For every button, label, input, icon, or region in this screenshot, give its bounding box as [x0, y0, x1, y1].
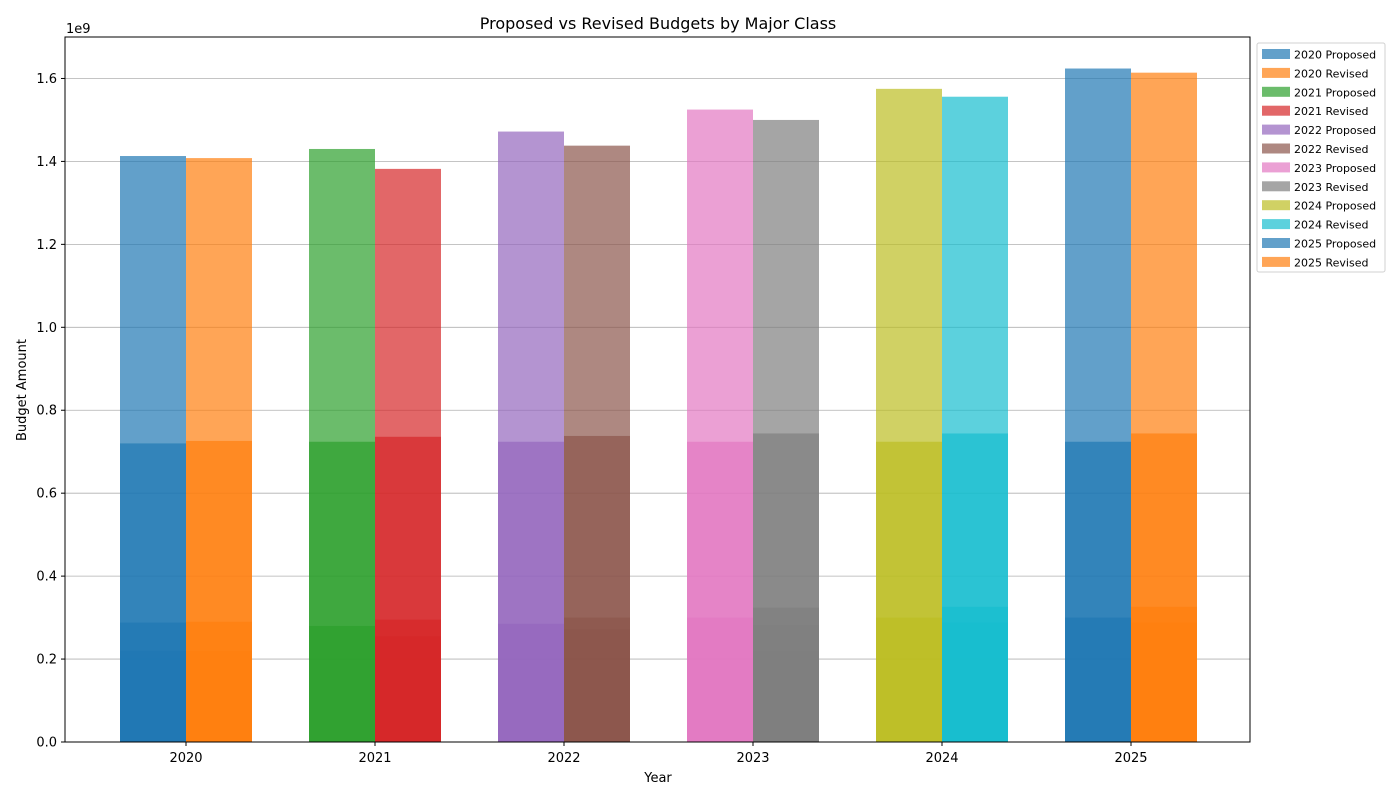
- bar: [753, 119, 819, 743]
- x-axis-label: Year: [643, 771, 672, 786]
- legend-swatch: [1262, 105, 1290, 116]
- legend-label: 2024 Proposed: [1294, 200, 1376, 213]
- legend-label: 2022 Proposed: [1294, 124, 1376, 137]
- bar: [186, 158, 252, 742]
- y-tick-label: 1.6: [36, 72, 57, 87]
- bar: [1131, 72, 1197, 743]
- y-tick-label: 0.4: [36, 570, 57, 585]
- y-tick-label: 0.6: [36, 487, 57, 502]
- legend-label: 2025 Proposed: [1294, 238, 1376, 251]
- legend-label: 2020 Revised: [1294, 67, 1368, 80]
- legend: 2020 Proposed 2020 Revised 2021 Proposed 20…: [1256, 42, 1386, 273]
- legend-label: 2025 Revised: [1294, 256, 1368, 269]
- bar: [1065, 68, 1131, 743]
- legend-label: 2023 Proposed: [1294, 162, 1376, 175]
- legend-swatch: [1262, 162, 1290, 173]
- x-tick-label: 2023: [736, 751, 769, 766]
- legend-label: 2022 Revised: [1294, 143, 1368, 156]
- bar: [120, 156, 186, 743]
- chart-title: Proposed vs Revised Budgets by Major Cla…: [480, 14, 837, 33]
- x-tick-label: 2021: [358, 751, 391, 766]
- legend-swatch: [1262, 67, 1290, 78]
- x-tick-label: 2020: [169, 751, 202, 766]
- bar: [375, 168, 441, 742]
- y-offset-label: 1e9: [66, 22, 91, 37]
- y-axis-label: Budget Amount: [15, 339, 30, 441]
- bar: [876, 88, 942, 742]
- legend-swatch: [1262, 49, 1290, 59]
- bar: [564, 145, 630, 742]
- legend-swatch: [1262, 200, 1290, 211]
- bar: [309, 148, 375, 742]
- plot-frame: [64, 36, 1251, 743]
- bars: [120, 68, 1197, 743]
- legend-label: 2021 Revised: [1294, 105, 1368, 118]
- grid-lines: [65, 78, 1250, 743]
- legend-label: 2024 Revised: [1294, 219, 1368, 232]
- x-ticks: 2020 2021 2022 2023 2024 2025: [169, 742, 1148, 766]
- legend-swatch: [1262, 238, 1290, 248]
- y-tick-label: 0.8: [36, 404, 57, 419]
- legend-swatch: [1262, 143, 1290, 154]
- bar: [942, 96, 1008, 742]
- y-tick-label: 1.0: [36, 321, 57, 336]
- bar: [687, 109, 753, 742]
- legend-swatch: [1262, 181, 1290, 192]
- y-tick-label: 0.0: [36, 736, 57, 751]
- legend-swatch: [1262, 124, 1290, 135]
- x-tick-label: 2022: [547, 751, 580, 766]
- legend-swatch: [1262, 86, 1290, 97]
- legend-frame: [1256, 42, 1386, 273]
- legend-swatch: [1262, 256, 1290, 267]
- x-tick-label: 2025: [1114, 751, 1147, 766]
- legend-label: 2023 Revised: [1294, 181, 1368, 194]
- y-tick-label: 1.2: [36, 238, 57, 253]
- bar: [498, 131, 564, 742]
- x-tick-label: 2024: [925, 751, 958, 766]
- legend-swatch: [1262, 219, 1290, 230]
- y-tick-label: 1.4: [36, 155, 57, 170]
- y-ticks: 0.0 0.2 0.4 0.6 0.8 1.0 1.2 1.4 1.6: [36, 72, 65, 751]
- legend-label: 2020 Proposed: [1294, 49, 1376, 62]
- legend-label: 2021 Proposed: [1294, 86, 1376, 99]
- y-tick-label: 0.2: [36, 653, 57, 668]
